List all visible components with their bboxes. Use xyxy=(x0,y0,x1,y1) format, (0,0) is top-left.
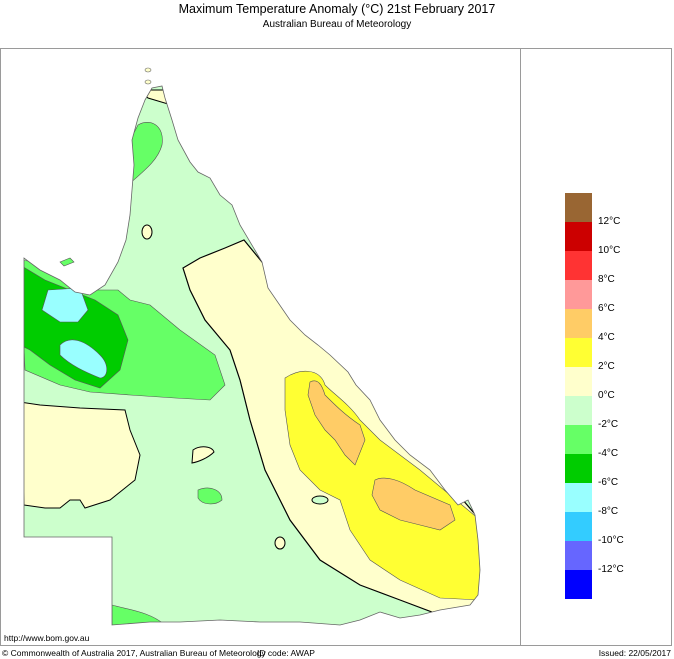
queensland-anomaly-map xyxy=(23,67,481,626)
legend-label: 12°C xyxy=(598,216,621,227)
source-url-link[interactable]: http://www.bom.gov.au xyxy=(4,633,90,643)
legend-swatch-minus2-0 xyxy=(565,396,592,425)
legend-swatch-4-6 xyxy=(565,309,592,338)
legend-label: -6°C xyxy=(598,477,619,488)
legend-divider xyxy=(520,48,521,646)
legend-swatch-above-12 xyxy=(565,193,592,222)
legend-swatch-6-8 xyxy=(565,280,592,309)
legend-swatch-minus12-minus10 xyxy=(565,541,592,570)
map-subtitle: Australian Bureau of Meteorology xyxy=(262,19,412,30)
legend-swatch-minus8-minus6 xyxy=(565,483,592,512)
legend-label: -10°C xyxy=(598,535,624,546)
legend-label: -8°C xyxy=(598,506,619,517)
legend-label: 2°C xyxy=(598,361,615,372)
map-title: Maximum Temperature Anomaly (°C) 21st Fe… xyxy=(178,2,496,16)
legend-swatch-2-4 xyxy=(565,338,592,367)
legend-label: -4°C xyxy=(598,448,619,459)
legend-swatch-minus4-minus2 xyxy=(565,425,592,454)
legend-label: 0°C xyxy=(598,390,615,401)
legend-label: -12°C xyxy=(598,564,624,575)
legend-swatch-8-10 xyxy=(565,251,592,280)
legend-label: 6°C xyxy=(598,303,615,314)
map-frame xyxy=(0,48,672,646)
id-code-text: ID code: AWAP xyxy=(257,648,315,658)
legend-label: 4°C xyxy=(598,332,615,343)
legend-swatch-0-2 xyxy=(565,367,592,396)
legend-swatch-minus6-minus4 xyxy=(565,454,592,483)
legend-swatch-below-minus12 xyxy=(565,570,592,599)
legend-label: 10°C xyxy=(598,245,621,256)
legend-swatch-minus10-minus8 xyxy=(565,512,592,541)
legend-label: -2°C xyxy=(598,419,619,430)
copyright-text: © Commonwealth of Australia 2017, Austra… xyxy=(2,648,266,658)
issued-date-text: Issued: 22/05/2017 xyxy=(598,648,671,658)
legend-label: 8°C xyxy=(598,274,615,285)
legend-swatch-10-12 xyxy=(565,222,592,251)
